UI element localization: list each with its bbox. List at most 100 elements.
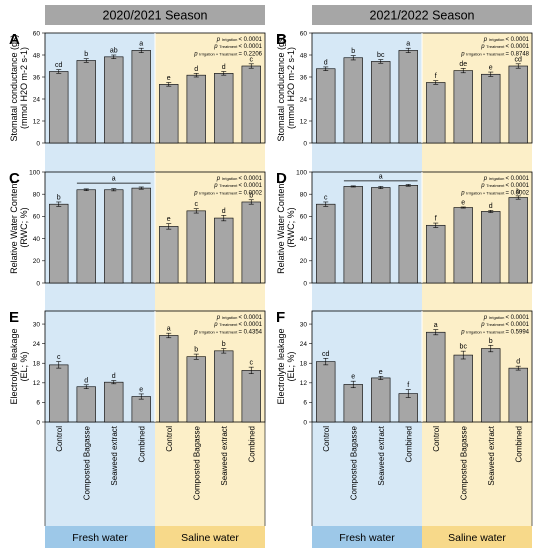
significance-letter: d bbox=[516, 359, 520, 366]
y-tick-label: 24 bbox=[300, 341, 308, 348]
significance-letter: b bbox=[84, 51, 88, 58]
stat-name: Irrigation × Treatment bbox=[466, 51, 505, 56]
y-tick-label: 36 bbox=[300, 74, 308, 81]
fresh-water-label-box-2 bbox=[312, 526, 422, 548]
bar bbox=[159, 335, 179, 423]
fresh-water-label-box-1 bbox=[45, 526, 155, 548]
significance-letter: e bbox=[489, 65, 493, 72]
significance-letter: a bbox=[434, 322, 438, 329]
bar bbox=[343, 57, 363, 144]
stat-line: p Irrigation × Treatment = 0.8748 bbox=[460, 51, 529, 57]
significance-letter: b bbox=[222, 341, 226, 348]
y-tick-label: 30 bbox=[33, 321, 41, 328]
y-tick-label: 80 bbox=[33, 192, 41, 199]
stat-name: Treatment bbox=[219, 322, 238, 327]
y-tick-label: 40 bbox=[33, 236, 41, 243]
category-label: Composted Bagasse bbox=[349, 425, 358, 500]
saline-water-label-1: Saline water bbox=[181, 532, 239, 544]
bar bbox=[371, 61, 391, 144]
bar bbox=[186, 74, 206, 144]
y-axis-label: Relative Water Content(RWC; %) bbox=[276, 181, 296, 274]
y-tick-label: 100 bbox=[29, 169, 40, 176]
stat-line: p Irrigation × Treatment = 0.4354 bbox=[193, 329, 262, 335]
stat-value: = 0.2206 bbox=[238, 51, 262, 57]
y-tick-label: 6 bbox=[303, 400, 307, 407]
stat-name: Irrigation × Treatment bbox=[199, 329, 238, 334]
stat-name: Irrigation × Treatment bbox=[466, 329, 505, 334]
category-label: Combined bbox=[137, 426, 146, 462]
y-axis-label-line2: (EL; %) bbox=[286, 351, 296, 381]
significance-letter: a bbox=[167, 326, 171, 333]
bar bbox=[343, 186, 363, 284]
stat-value: < 0.0001 bbox=[238, 322, 262, 328]
stat-name: Irrigation × Treatment bbox=[466, 190, 505, 195]
panel-label: A bbox=[9, 31, 20, 48]
bar bbox=[76, 189, 96, 284]
stat-value: < 0.0001 bbox=[505, 315, 529, 321]
y-axis-label-line1: Electrolyte leakage bbox=[276, 328, 286, 404]
significance-letter: c bbox=[57, 354, 61, 361]
bar bbox=[398, 393, 418, 423]
significance-letter: d bbox=[112, 373, 116, 380]
bar bbox=[481, 211, 501, 284]
category-label: Control bbox=[432, 426, 441, 452]
y-tick-label: 6 bbox=[36, 400, 40, 407]
y-tick-label: 100 bbox=[296, 169, 307, 176]
category-label: Seaweed extract bbox=[377, 425, 386, 485]
y-tick-label: 48 bbox=[300, 52, 308, 59]
stat-line: p Irrigation < 0.0001 bbox=[216, 176, 263, 182]
bar bbox=[76, 386, 96, 423]
stat-p: p bbox=[213, 44, 219, 50]
bar bbox=[508, 65, 528, 144]
stat-p: p bbox=[483, 176, 489, 182]
bar bbox=[453, 354, 473, 423]
panel-label: D bbox=[276, 170, 287, 187]
y-tick-label: 0 bbox=[36, 280, 40, 287]
category-label: Composted Bagasse bbox=[82, 425, 91, 500]
bar bbox=[481, 73, 501, 144]
y-tick-label: 18 bbox=[33, 361, 41, 368]
stat-line: p Treatment < 0.0001 bbox=[213, 44, 262, 50]
category-label: Control bbox=[55, 426, 64, 452]
y-tick-label: 36 bbox=[33, 74, 41, 81]
bar bbox=[159, 84, 179, 144]
significance-letter: a bbox=[139, 41, 143, 48]
stat-name: Irrigation bbox=[222, 37, 239, 42]
stat-line: p Treatment < 0.0001 bbox=[213, 183, 262, 189]
significance-letter: e bbox=[379, 369, 383, 376]
y-axis-label-line1: Relative Water Content bbox=[9, 181, 19, 274]
stat-value: < 0.0001 bbox=[505, 37, 529, 43]
bar bbox=[316, 203, 336, 284]
significance-letter: e bbox=[167, 216, 171, 223]
category-label: Composted Bagasse bbox=[192, 425, 201, 500]
stat-value: < 0.0001 bbox=[238, 37, 262, 43]
significance-letter: e bbox=[461, 199, 465, 206]
bar bbox=[131, 187, 151, 284]
stat-value: < 0.0001 bbox=[505, 44, 529, 50]
saline-water-label-box-2 bbox=[422, 526, 532, 548]
bar bbox=[398, 50, 418, 144]
stat-p: p bbox=[216, 37, 222, 43]
significance-letter: b bbox=[351, 48, 355, 55]
significance-letter: c bbox=[250, 360, 254, 367]
stat-value: < 0.0001 bbox=[238, 44, 262, 50]
stat-line: p Irrigation × Treatment = 0.5994 bbox=[460, 329, 529, 335]
bar bbox=[131, 50, 151, 144]
stat-line: p Irrigation < 0.0001 bbox=[216, 315, 263, 321]
stat-value: < 0.0001 bbox=[238, 315, 262, 321]
bar bbox=[214, 217, 234, 284]
category-label: Seaweed extract bbox=[110, 425, 119, 485]
bar bbox=[104, 381, 124, 423]
significance-letter: d bbox=[222, 64, 226, 71]
y-tick-label: 20 bbox=[300, 258, 308, 265]
y-tick-label: 24 bbox=[33, 96, 41, 103]
stat-value: < 0.0001 bbox=[505, 176, 529, 182]
y-tick-label: 60 bbox=[300, 214, 308, 221]
y-axis-label: Stomatal conductance (gs)(mmol H2O m-2 s… bbox=[9, 34, 29, 141]
stat-value: < 0.0001 bbox=[238, 183, 262, 189]
stat-name: Irrigation bbox=[222, 315, 239, 320]
significance-letter: c bbox=[324, 194, 328, 201]
y-axis-label-line2: (RWC; %) bbox=[286, 207, 296, 247]
fresh-water-label-1: Fresh water bbox=[72, 532, 128, 544]
